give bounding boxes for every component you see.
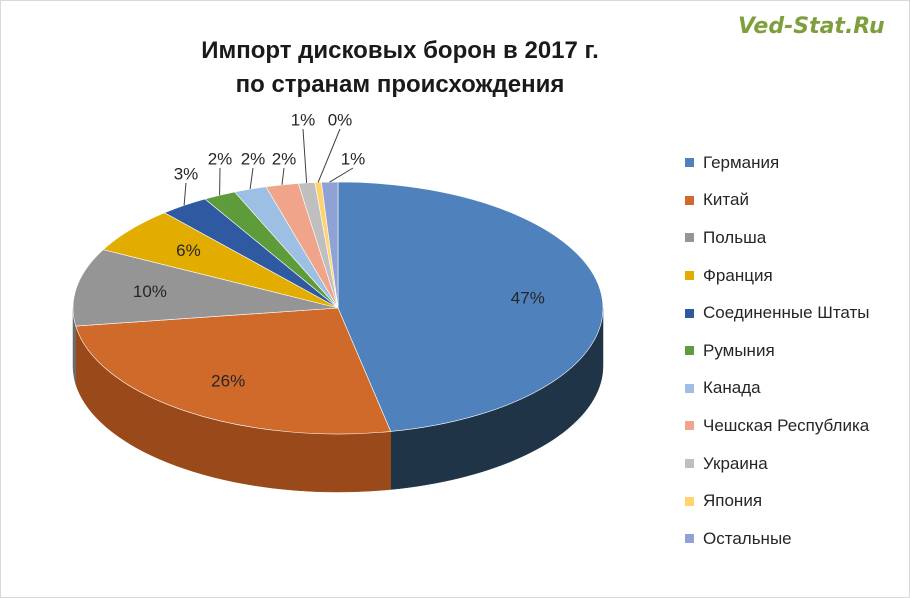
legend-label-8: Украина — [703, 453, 768, 473]
legend-swatch-9 — [685, 496, 694, 506]
watermark-logo: Ved-Stat.Ru — [738, 14, 885, 39]
chart-title-line1: Импорт дисковых борон в 2017 г. — [201, 37, 599, 64]
legend-item-7: Чешская Республика — [685, 407, 870, 445]
legend-swatch-8 — [685, 459, 694, 469]
data-label-9: 0% — [328, 110, 353, 129]
legend-label-4: Соединенные Штаты — [703, 303, 870, 323]
data-label-1: 26% — [211, 372, 245, 391]
legend-item-2: Польша — [685, 219, 870, 257]
pie-slice-1 — [75, 307, 392, 435]
leader-line-8 — [302, 128, 308, 183]
data-label-6: 2% — [241, 149, 266, 168]
legend-swatch-7 — [685, 421, 694, 431]
legend: Германия Китай Польша Франция Соединенные Шт… — [685, 144, 870, 558]
legend-label-0: Германия — [703, 152, 780, 172]
legend-label-3: Франция — [703, 265, 773, 285]
legend-item-3: Франция — [685, 257, 870, 295]
leader-line-6 — [249, 167, 254, 190]
legend-item-6: Канада — [685, 370, 870, 408]
legend-item-4: Соединенные Штаты — [685, 294, 870, 332]
chart-title-line2: по странам происхождения — [235, 71, 565, 98]
data-label-10: 1% — [341, 149, 366, 168]
leader-line-9 — [317, 128, 341, 183]
leader-line-4 — [183, 182, 187, 206]
pie-slice-0 — [337, 181, 604, 432]
pie-slice-2 — [72, 249, 339, 327]
data-label-5: 2% — [208, 149, 233, 168]
legend-label-9: Япония — [703, 491, 763, 511]
data-label-7: 2% — [272, 149, 297, 168]
legend-swatch-3 — [685, 271, 694, 281]
legend-item-1: Китай — [685, 182, 870, 220]
data-label-8: 1% — [291, 110, 316, 129]
leader-line-10 — [329, 167, 354, 183]
legend-item-9: Япония — [685, 482, 870, 520]
legend-swatch-2 — [685, 233, 694, 243]
leader-line-7 — [281, 167, 285, 185]
legend-swatch-6 — [685, 383, 694, 393]
data-labels: 47% 26% 10% 6% 3% 2% 2% 2% 1% 0% 1% — [133, 110, 545, 390]
legend-item-10: Остальные — [685, 520, 870, 558]
legend-swatch-1 — [685, 195, 694, 205]
legend-label-5: Румыния — [703, 340, 775, 360]
pie-slices — [72, 181, 604, 435]
legend-swatch-4 — [685, 308, 694, 318]
chart-title: Импорт дисковых борон в 2017 г. по стран… — [150, 34, 650, 102]
legend-item-0: Германия — [685, 144, 870, 182]
data-label-3: 6% — [176, 241, 201, 260]
data-label-2: 10% — [133, 282, 167, 301]
legend-item-5: Румыния — [685, 332, 870, 370]
legend-swatch-10 — [685, 534, 694, 544]
data-label-4: 3% — [174, 164, 199, 183]
legend-label-6: Канада — [703, 378, 761, 398]
legend-label-2: Польша — [703, 227, 767, 247]
data-label-0: 47% — [511, 288, 545, 307]
legend-swatch-0 — [685, 158, 694, 168]
legend-label-10: Остальные — [703, 528, 792, 548]
legend-item-8: Украина — [685, 445, 870, 483]
legend-swatch-5 — [685, 346, 694, 356]
legend-label-1: Китай — [703, 190, 749, 210]
legend-label-7: Чешская Республика — [703, 415, 870, 435]
